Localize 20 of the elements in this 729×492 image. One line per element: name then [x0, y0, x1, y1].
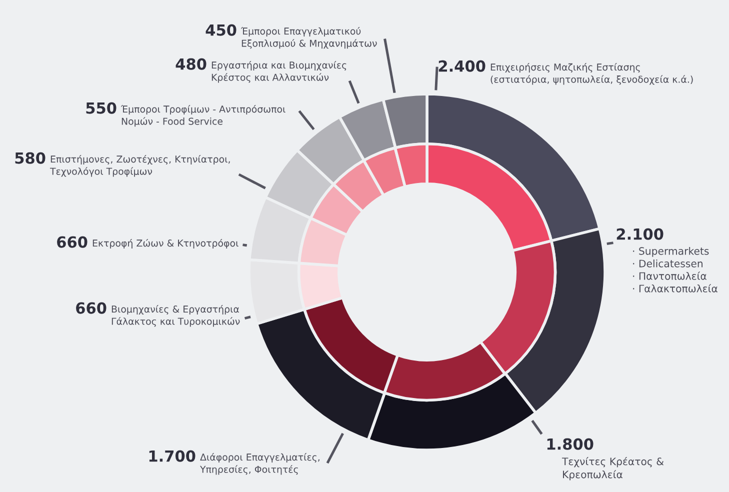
- slice-label: Έμποροι Τροφίμων - Αντιπρόσωποι Νομών - Food Service: [120, 105, 286, 127]
- data-label: 450: [206, 24, 236, 36]
- slice-label: Εκτροφή Ζώων & Κτηνοτρόφοι: [92, 239, 238, 249]
- data-label: 660: [57, 236, 88, 248]
- data-label: 1.700: [149, 450, 196, 462]
- slice-label: Επιχειρήσεις Μαζικής Εστίασης (εστιατόρια, ψητοπωλεία, ξενοδοχεία κ.ά.): [490, 63, 693, 85]
- data-label: 2.100: [616, 228, 664, 240]
- data-label: 660: [76, 302, 106, 314]
- slice-label: Έμποροι Επαγγελματικού Εξοπλισμού & Μηχανημάτων: [240, 27, 377, 49]
- data-label: 550: [86, 102, 116, 114]
- slice-label: Επιστήμονες, Ζωοτέχνες, Κτηνίατροι, Τεχνολόγοι Τροφίμων: [50, 155, 230, 177]
- data-label: 1.800: [547, 438, 594, 450]
- data-label: 480: [176, 58, 206, 70]
- slice-label: · Supermarkets · Delicatessen · Παντοπωλεία · Γαλακτοπωλεία: [633, 247, 718, 292]
- data-label: 2.400: [438, 60, 486, 72]
- slice-label: Τεχνίτες Κρέατος & Κρεοπωλεία: [562, 457, 664, 480]
- slice-label: Βιομηχανίες & Εργαστήρια Γάλακτος και Τυροκομικών: [112, 305, 240, 327]
- slice-label: Διάφοροι Επαγγελματίες, Υπηρεσίες, Φοιτητές: [200, 453, 320, 475]
- data-label: 580: [15, 152, 46, 164]
- slice-label: Εργαστήρια και Βιομηχανίες Κρέστος και Αλλαντικών: [212, 61, 346, 83]
